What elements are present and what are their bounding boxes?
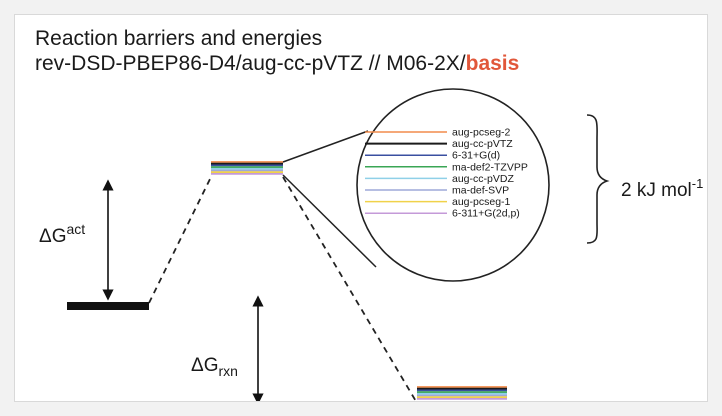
dashed-line-reactant-to-ts xyxy=(148,176,212,304)
delta-g-rxn-symbol: ΔG xyxy=(191,355,219,376)
zoomed-basis-levels: aug-pcseg-2aug-cc-pVTZ6-31+G(d)ma-def2-T… xyxy=(365,127,528,220)
subtitle-basis-highlight: basis xyxy=(465,52,520,75)
basis-set-label: 6-311+G(2d,p) xyxy=(452,208,520,220)
basis-set-label: aug-pcseg-2 xyxy=(452,127,511,139)
subtitle-method: rev-DSD-PBEP86-D4/aug-cc-pVTZ // M06-2X/ xyxy=(35,52,466,75)
delta-g-act-superscript: act xyxy=(66,221,86,237)
basis-set-label: ma-def2-TZVPP xyxy=(452,161,528,173)
basis-set-label: aug-pcseg-1 xyxy=(452,196,511,208)
energy-range-text: 2 kJ mol xyxy=(621,180,692,201)
diagram-subtitle: rev-DSD-PBEP86-D4/aug-cc-pVTZ // M06-2X/… xyxy=(35,51,519,77)
delta-g-rxn-subscript: rxn xyxy=(218,363,238,379)
transition-state-levels xyxy=(211,161,283,175)
magnifier-circle xyxy=(356,88,550,282)
basis-set-label: aug-cc-pVTZ xyxy=(452,138,513,150)
energy-range-bracket xyxy=(586,114,610,244)
product-levels xyxy=(417,386,507,400)
energy-diagram: aug-pcseg-2aug-cc-pVTZ6-31+G(d)ma-def2-T… xyxy=(67,88,610,401)
zoom-cone-upper xyxy=(282,130,369,163)
energy-range-superscript: -1 xyxy=(691,176,704,191)
delta-g-act-symbol: ΔG xyxy=(39,226,67,247)
basis-set-label: aug-cc-pVDZ xyxy=(452,173,514,185)
delta-g-reaction-label: ΔGrxn xyxy=(191,355,238,379)
basis-set-label: 6-31+G(d) xyxy=(452,150,500,162)
energy-range-label: 2 kJ mol-1 xyxy=(621,176,703,202)
basis-set-label: ma-def-SVP xyxy=(452,185,509,197)
diagram-title: Reaction barriers and energies xyxy=(35,27,323,50)
diagram-frame: Reaction barriers and energies rev-DSD-P… xyxy=(14,14,708,402)
reactant-level xyxy=(67,302,149,310)
zoom-cone-lower xyxy=(282,174,377,268)
delta-g-activation-label: ΔGact xyxy=(39,221,85,248)
